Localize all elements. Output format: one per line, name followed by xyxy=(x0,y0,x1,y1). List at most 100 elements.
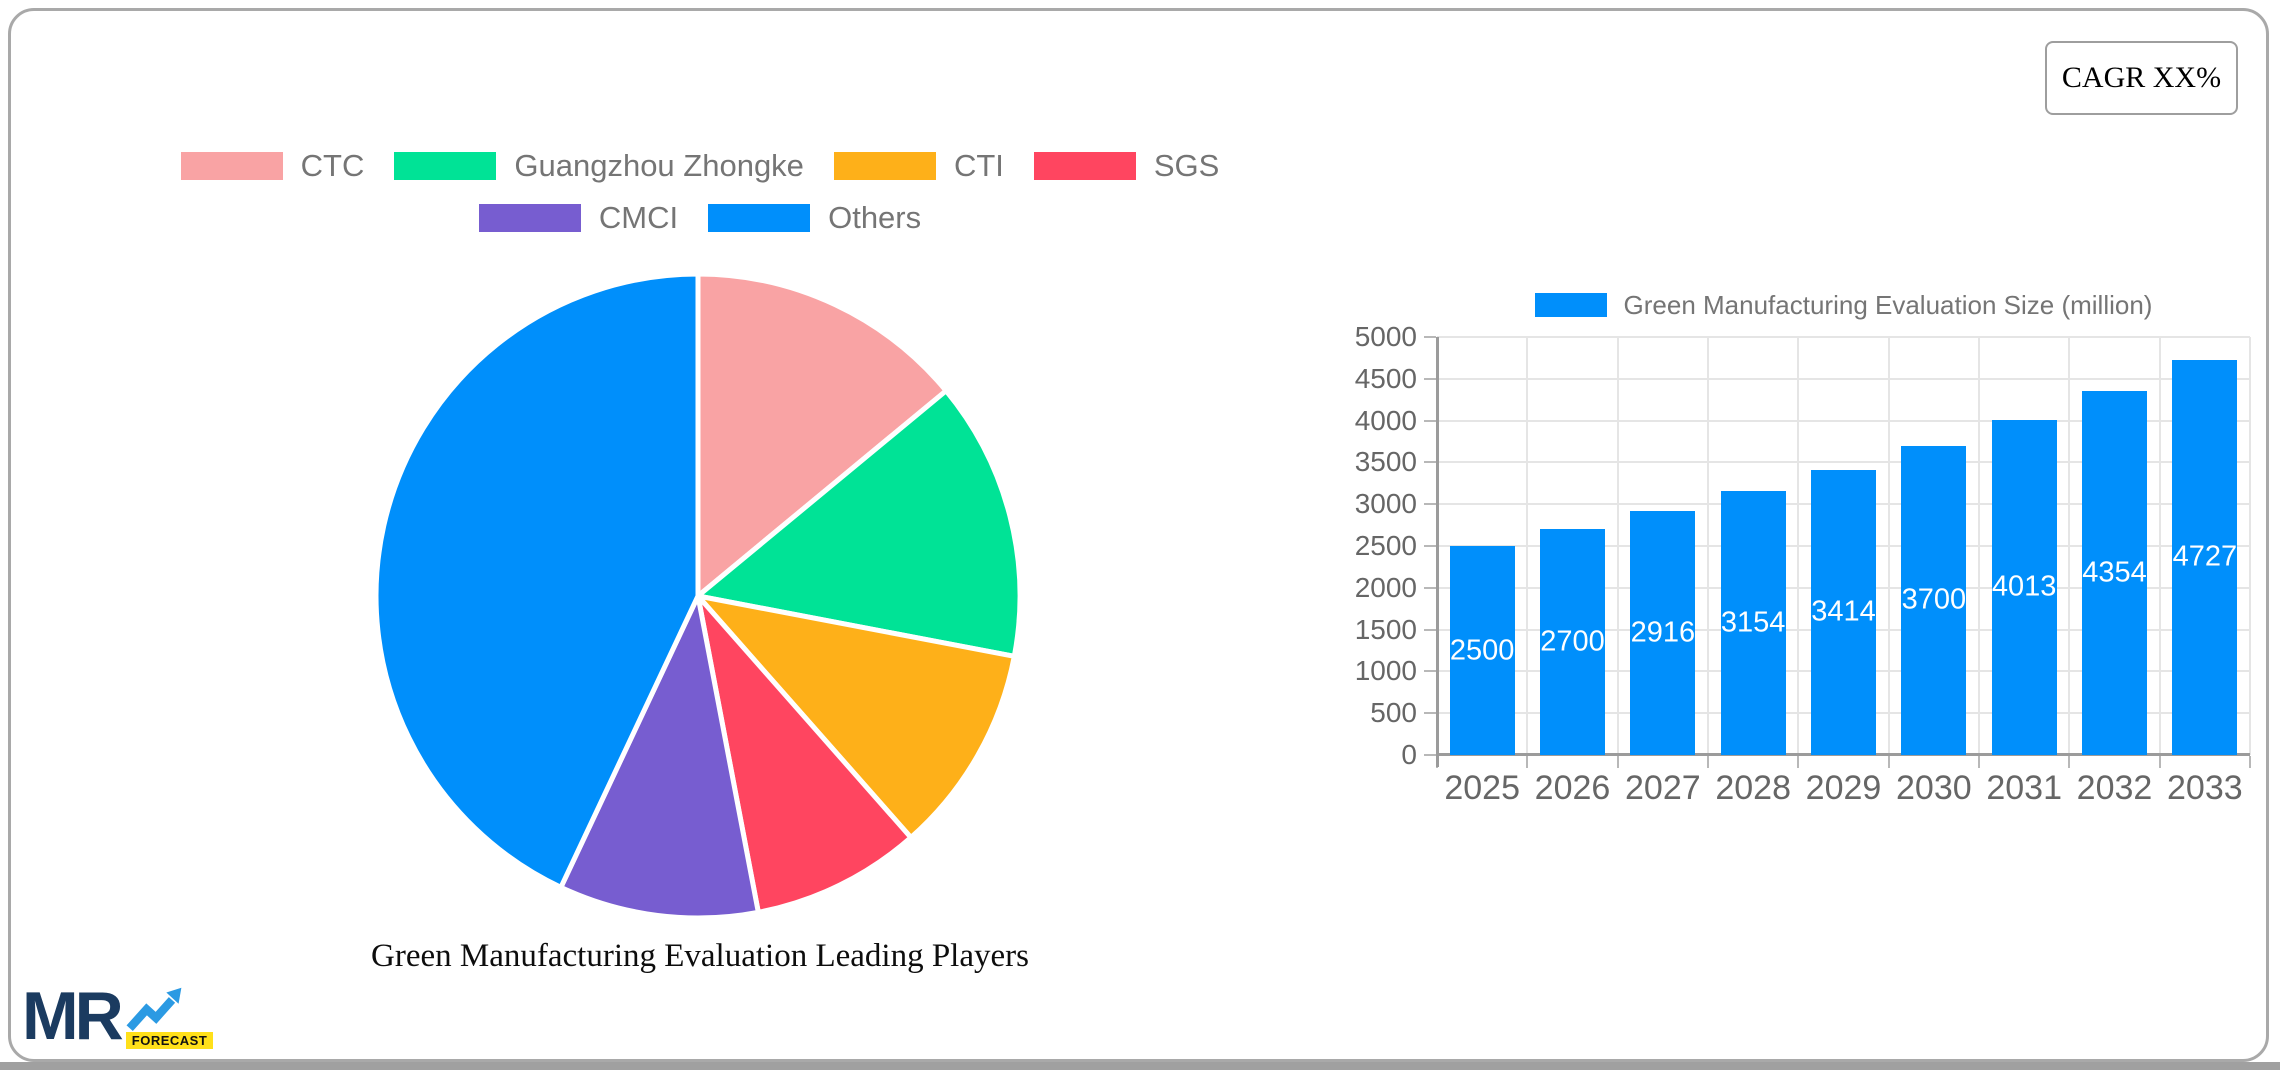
y-axis-tick-label: 3500 xyxy=(1354,446,1417,478)
gridline-vertical xyxy=(1707,337,1709,755)
y-axis-tick xyxy=(1424,503,1436,506)
cagr-badge: CAGR XX% xyxy=(2045,41,2238,115)
gridline-horizontal xyxy=(1437,419,2250,422)
bottom-divider xyxy=(0,1062,2280,1070)
gridline-vertical xyxy=(2158,337,2161,755)
legend-item-cmci[interactable]: CMCI xyxy=(478,200,679,235)
x-axis-tick xyxy=(2068,756,2071,768)
pie-slice-others[interactable] xyxy=(373,271,701,890)
trend-arrow-icon xyxy=(126,987,182,1031)
y-axis-tick xyxy=(1424,419,1436,422)
y-axis-tick xyxy=(1424,377,1436,380)
bar-value-label: 4727 xyxy=(2172,540,2238,573)
bar-value-label: 2700 xyxy=(1540,625,1605,658)
x-axis-tick xyxy=(1797,756,1800,768)
bar-2032[interactable]: 4354 xyxy=(2082,391,2147,755)
x-axis-tick xyxy=(1978,756,1980,768)
bar-value-label: 2916 xyxy=(1630,616,1696,649)
bar-value-label: 4013 xyxy=(1991,570,2057,603)
logo-badge: FORECAST xyxy=(125,1032,214,1049)
legend-swatch xyxy=(394,151,497,180)
legend-item-guangzhou-zhongke[interactable]: Guangzhou Zhongke xyxy=(394,150,804,181)
pie-slice-ctc[interactable] xyxy=(695,271,949,599)
gridline-horizontal xyxy=(1437,461,2250,464)
gridline-vertical xyxy=(1526,337,1529,755)
bar-value-label: 3154 xyxy=(1720,606,1786,639)
gridline-vertical xyxy=(2068,337,2071,755)
legend-swatch xyxy=(478,203,581,232)
bar-value-label: 3414 xyxy=(1811,595,1876,628)
pie-slice-cti[interactable] xyxy=(695,593,1017,841)
legend-swatch xyxy=(180,151,283,180)
legend-label: CTC xyxy=(300,148,365,183)
bar-value-label: 3700 xyxy=(1901,583,1967,616)
y-axis-tick-label: 500 xyxy=(1370,697,1417,729)
legend-item-others[interactable]: Others xyxy=(708,202,921,233)
y-axis-tick-label: 4500 xyxy=(1354,362,1417,394)
pie-chart-section: CTC Guangzhou Zhongke CTI SGS CMCI Others Gre… xyxy=(0,150,1400,974)
legend-swatch xyxy=(708,203,811,232)
y-axis-tick-label: 1500 xyxy=(1354,613,1417,645)
pie-slice-guangzhou-zhongke[interactable] xyxy=(695,388,1023,659)
x-axis-tick xyxy=(2249,756,2251,768)
y-axis-tick-label: 4000 xyxy=(1354,404,1417,436)
y-axis-tick-label: 2500 xyxy=(1354,530,1417,561)
x-axis-tick xyxy=(2158,756,2161,768)
y-axis-tick-label: 0 xyxy=(1401,739,1417,770)
y-axis-tick-label: 3000 xyxy=(1354,488,1417,520)
legend-label: Guangzhou Zhongke xyxy=(514,148,804,183)
legend-swatch xyxy=(1033,151,1136,180)
y-axis-line xyxy=(1436,337,1439,767)
x-axis-tick xyxy=(1616,756,1619,768)
legend-item-ctc[interactable]: CTC xyxy=(180,148,365,183)
legend-label: Others xyxy=(828,200,922,235)
bar-2025[interactable]: 2500 xyxy=(1449,546,1515,755)
y-axis-tick-label: 2000 xyxy=(1354,571,1417,603)
pie-slice-cmci[interactable] xyxy=(558,593,761,921)
bar-legend-item[interactable]: Green Manufacturing Evaluation Size (mil… xyxy=(1437,292,2250,318)
pie-legend: CTC Guangzhou Zhongke CTI SGS CMCI Others xyxy=(0,150,1400,254)
pie-slice-sgs[interactable] xyxy=(695,593,914,915)
pie-chart xyxy=(373,271,1023,921)
x-axis-tick-label: 2025 xyxy=(1444,769,1520,807)
x-axis-tick-label: 2032 xyxy=(2076,769,2153,807)
mrforecast-logo: MR FORECAST xyxy=(22,978,214,1054)
gridline-vertical xyxy=(2249,337,2251,755)
bar-2029[interactable]: 3414 xyxy=(1811,469,1876,755)
logo-text: MR xyxy=(22,978,124,1054)
legend-item-cti[interactable]: CTI xyxy=(833,148,1004,183)
y-axis-tick xyxy=(1424,628,1436,631)
pie-legend-row: CMCI Others xyxy=(0,202,1400,233)
y-axis-tick xyxy=(1424,545,1436,547)
bar-value-label: 2500 xyxy=(1449,634,1515,666)
bar-2026[interactable]: 2700 xyxy=(1540,529,1605,755)
x-axis-tick-label: 2033 xyxy=(2167,769,2243,807)
legend-label: CMCI xyxy=(598,200,679,235)
legend-swatch xyxy=(833,151,936,180)
bar-2030[interactable]: 3700 xyxy=(1901,445,1967,755)
gridline-vertical xyxy=(1616,337,1619,755)
legend-label: SGS xyxy=(1153,148,1220,183)
y-axis-tick xyxy=(1424,461,1436,464)
logo-right-column: FORECAST xyxy=(125,984,214,1049)
x-axis-tick-label: 2030 xyxy=(1896,769,1972,807)
y-axis-tick xyxy=(1424,712,1436,715)
x-axis-tick xyxy=(1887,756,1890,768)
bar-plot-area: 0 500 1000 1500 2000 2500 3000 3500 4000 4500 5000… xyxy=(1355,323,2251,805)
pie-legend-row: CTC Guangzhou Zhongke CTI SGS xyxy=(0,150,1400,181)
gridline-vertical xyxy=(1797,337,1800,755)
x-axis-tick xyxy=(1526,756,1529,768)
bar-2027[interactable]: 2916 xyxy=(1630,511,1696,755)
bar-2033[interactable]: 4727 xyxy=(2172,359,2238,755)
report-card xyxy=(8,8,2269,1062)
y-axis-tick xyxy=(1424,336,1436,338)
gridline-horizontal xyxy=(1437,377,2250,380)
bar-value-label: 4354 xyxy=(2082,556,2147,589)
bar-2031[interactable]: 4013 xyxy=(1991,419,2057,755)
x-axis-tick-label: 2028 xyxy=(1715,769,1791,807)
legend-item-sgs[interactable]: SGS xyxy=(1033,148,1220,183)
bar-2028[interactable]: 3154 xyxy=(1720,491,1786,755)
legend-label: CTI xyxy=(953,148,1004,183)
legend-swatch xyxy=(1534,293,1607,317)
y-axis-tick xyxy=(1424,754,1436,756)
